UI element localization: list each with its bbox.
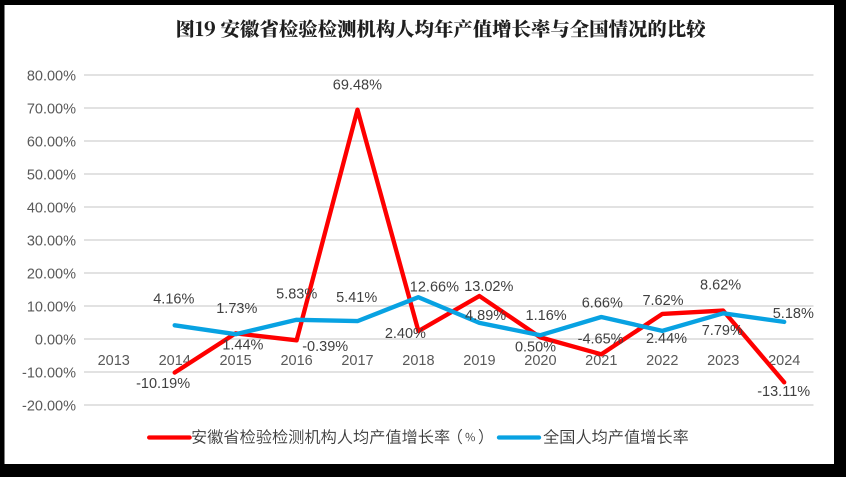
svg-text:70.00%: 70.00% <box>27 101 76 117</box>
svg-text:2.40%: 2.40% <box>385 326 426 342</box>
svg-text:5.41%: 5.41% <box>336 290 377 306</box>
svg-text:50.00%: 50.00% <box>27 167 76 183</box>
svg-text:69.48%: 69.48% <box>333 78 382 94</box>
svg-text:4.16%: 4.16% <box>153 292 194 308</box>
svg-text:4.89%: 4.89% <box>465 308 506 324</box>
svg-text:2016: 2016 <box>280 353 312 369</box>
svg-text:5.83%: 5.83% <box>276 287 317 303</box>
svg-text:7.79%: 7.79% <box>702 323 743 339</box>
svg-text:80.00%: 80.00% <box>27 68 76 84</box>
svg-text:2024: 2024 <box>768 353 800 369</box>
svg-text:1.16%: 1.16% <box>526 308 567 324</box>
svg-text:2013: 2013 <box>98 353 130 369</box>
svg-text:-4.65%: -4.65% <box>578 331 624 347</box>
svg-text:1.44%: 1.44% <box>222 338 263 354</box>
svg-text:1.73%: 1.73% <box>216 301 257 317</box>
svg-text:-10.19%: -10.19% <box>136 376 190 392</box>
svg-text:30.00%: 30.00% <box>27 233 76 249</box>
svg-text:2020: 2020 <box>524 353 556 369</box>
svg-text:2023: 2023 <box>707 353 739 369</box>
svg-text:-10.00%: -10.00% <box>22 365 76 381</box>
svg-text:2022: 2022 <box>646 353 678 369</box>
svg-text:2021: 2021 <box>585 353 617 369</box>
svg-text:-0.39%: -0.39% <box>302 339 348 355</box>
svg-text:2019: 2019 <box>463 353 495 369</box>
svg-text:-20.00%: -20.00% <box>22 398 76 414</box>
svg-text:0.50%: 0.50% <box>515 340 556 356</box>
svg-text:7.62%: 7.62% <box>642 293 683 309</box>
svg-text:2017: 2017 <box>341 353 373 369</box>
svg-text:-13.11%: -13.11% <box>757 384 810 400</box>
svg-text:10.00%: 10.00% <box>27 299 76 315</box>
svg-text:8.62%: 8.62% <box>700 278 741 294</box>
svg-text:6.66%: 6.66% <box>582 295 623 311</box>
svg-text:20.00%: 20.00% <box>27 266 76 282</box>
svg-text:0.00%: 0.00% <box>35 332 76 348</box>
svg-text:5.18%: 5.18% <box>773 306 814 322</box>
svg-text:2015: 2015 <box>219 353 251 369</box>
svg-text:2.44%: 2.44% <box>646 331 687 347</box>
svg-text:60.00%: 60.00% <box>27 134 76 150</box>
svg-text:13.02%: 13.02% <box>464 279 513 295</box>
svg-text:40.00%: 40.00% <box>27 200 76 216</box>
svg-text:12.66%: 12.66% <box>410 280 459 296</box>
svg-text:2018: 2018 <box>402 353 434 369</box>
